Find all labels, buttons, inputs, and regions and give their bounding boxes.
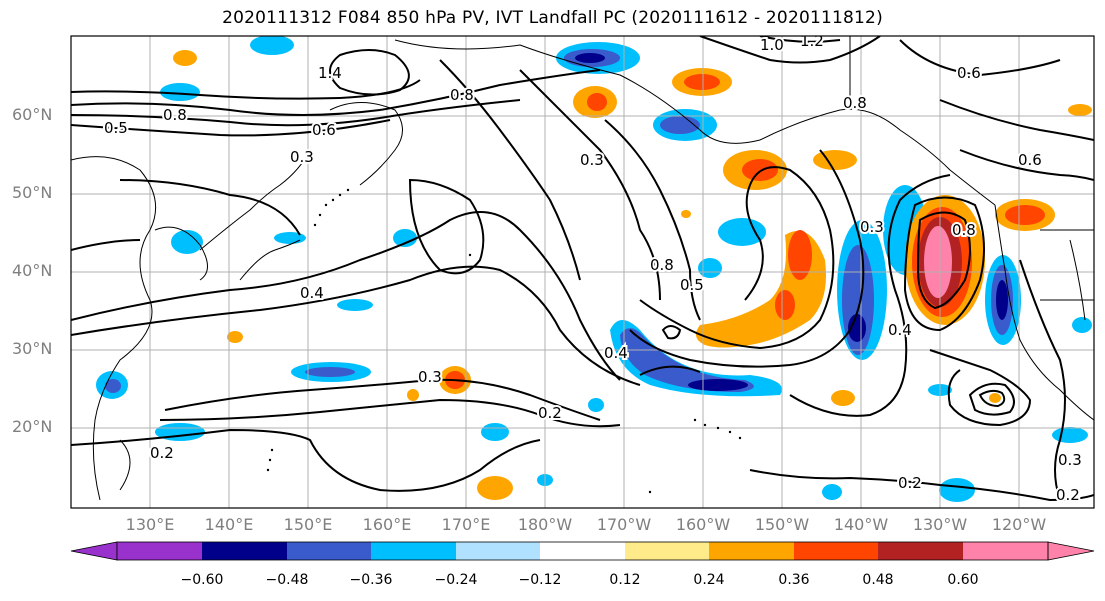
lat-label-20n: 20°N [12, 417, 53, 436]
lon-label: 170°W [596, 515, 652, 534]
lon-label: 140°E [204, 515, 254, 534]
lon-label: 120°W [991, 515, 1047, 534]
contour-label: 0.2 [1056, 486, 1080, 504]
colorbar-tick-label: 0.36 [778, 572, 810, 588]
contour-label: 0.3 [290, 148, 314, 166]
contour-labels: 0.5 0.8 0.3 0.6 1.4 0.8 1.0 1.2 0.6 0.4 … [102, 32, 1084, 506]
contour-label: 0.4 [888, 321, 912, 339]
lon-label: 150°E [283, 515, 333, 534]
lat-label-60n: 60°N [12, 105, 53, 124]
map-title: 2020111312 F084 850 hPa PV, IVT Landfall… [222, 8, 883, 28]
contour-label: 0.6 [312, 121, 336, 139]
contour-label: 1.4 [318, 64, 342, 82]
contour-label: 0.8 [650, 256, 674, 274]
contour-label: 0.3 [1058, 451, 1082, 469]
lon-label: 170°E [441, 515, 491, 534]
contour-label: 0.2 [898, 474, 922, 492]
contour-label: 0.3 [418, 368, 442, 386]
lat-label-40n: 40°N [12, 261, 53, 280]
colorbar-min-arrow [70, 541, 118, 561]
lon-label: 160°E [362, 515, 412, 534]
contour-label: 0.2 [538, 404, 562, 422]
colorbar-tick-label: −0.12 [518, 572, 562, 588]
contour-label: 0.8 [450, 86, 474, 104]
colorbar-tick-label: −0.36 [349, 572, 393, 588]
shading-patches [96, 36, 1092, 502]
lon-label: 180°W [517, 515, 573, 534]
contour-label: 0.5 [104, 119, 128, 137]
lon-label: 160°W [675, 515, 731, 534]
lon-label: 140°W [833, 515, 889, 534]
contour-label: 0.8 [163, 106, 187, 124]
lat-label-50n: 50°N [12, 183, 53, 202]
contour-label: 1.0 [760, 36, 784, 54]
contour-label: 0.6 [957, 64, 981, 82]
lon-label: 130°E [125, 515, 175, 534]
colorbar-tick-label: 0.12 [609, 572, 641, 588]
map-frame [70, 35, 1095, 509]
colorbar-tick-label: −0.48 [265, 572, 309, 588]
colorbar-tick-label: 0.60 [947, 572, 979, 588]
island-chains [266, 188, 742, 494]
contour-label: 0.2 [150, 444, 174, 462]
colorbar [70, 541, 1095, 561]
colorbar-tick-label: −0.24 [434, 572, 478, 588]
coastlines [71, 36, 1094, 501]
lon-label: 150°W [754, 515, 810, 534]
contour-label: 0.3 [580, 151, 604, 169]
colorbar-tick-label: 0.24 [693, 572, 725, 588]
contour-label: 0.3 [860, 218, 884, 236]
contour-label: 0.4 [604, 344, 628, 362]
contour-label: 0.6 [1018, 151, 1042, 169]
colorbar-tick-label: 0.48 [862, 572, 894, 588]
contour-lines [71, 36, 1094, 502]
colorbar-tick-label: −0.60 [180, 572, 224, 588]
graticule [71, 36, 1094, 508]
colorbar-max-arrow [1047, 541, 1095, 561]
lon-label: 130°W [912, 515, 968, 534]
contour-label: 0.4 [300, 284, 324, 302]
contour-label: 0.5 [680, 276, 704, 294]
lat-label-30n: 30°N [12, 339, 53, 358]
contour-label: 0.8 [843, 94, 867, 112]
contour-label: 1.2 [800, 32, 824, 50]
contour-label: 0.8 [952, 221, 976, 239]
